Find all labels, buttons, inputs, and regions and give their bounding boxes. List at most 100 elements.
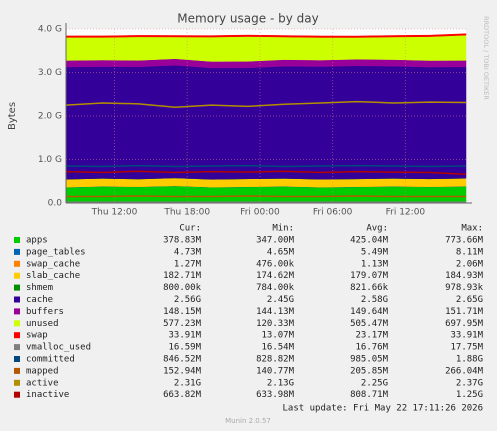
legend-stat: 174.62M <box>256 271 295 281</box>
area <box>65 33 467 38</box>
legend-stat: 821.66k <box>350 283 389 293</box>
legend-label: mapped <box>26 366 59 376</box>
legend-stat: 2.25G <box>361 378 388 388</box>
legend-stat: 1.25G <box>456 390 483 400</box>
legend-swatch <box>14 296 20 303</box>
legend-swatch <box>14 332 20 339</box>
legend-header: Max: <box>461 224 483 234</box>
legend-stat: 1.13M <box>361 259 389 269</box>
legend-label: swap <box>26 331 48 341</box>
chart-title: Memory usage - by day <box>177 12 318 26</box>
line <box>65 100 467 109</box>
legend-stat: 2.56G <box>174 295 201 305</box>
legend-stat: 663.82M <box>163 390 202 400</box>
footer: Munin 2.0.57 <box>225 417 271 425</box>
area <box>65 64 467 180</box>
legend-stat: 120.33M <box>256 319 295 329</box>
legend-stat: 2.37G <box>456 378 483 388</box>
x-tick-label: Fri 00:00 <box>240 208 280 218</box>
legend-stat: 148.15M <box>163 307 202 317</box>
legend-stat: 33.91M <box>450 331 483 341</box>
legend-swatch <box>14 237 20 243</box>
legend-label: swap_cache <box>26 259 80 269</box>
last-update: Last update: Fri May 22 17:11:26 2026 <box>283 404 483 414</box>
legend-stat: 16.76M <box>355 343 388 353</box>
legend-stat: 184.93M <box>445 271 484 281</box>
legend-stat: 828.82M <box>256 355 295 365</box>
legend-label: inactive <box>26 390 69 400</box>
legend-stat: 505.47M <box>350 319 389 329</box>
legend-stat: 2.45G <box>267 295 294 305</box>
legend-swatch <box>14 308 20 315</box>
legend-stat: 4.73M <box>174 247 202 257</box>
legend-swatch <box>14 260 20 267</box>
legend-swatch <box>14 272 20 279</box>
legend-stat: 347.00M <box>256 236 295 246</box>
legend-stat: 205.85M <box>350 366 389 376</box>
legend-stat: 378.83M <box>163 236 202 246</box>
legend-stat: 182.71M <box>163 271 202 281</box>
legend-label: unused <box>26 319 59 329</box>
legend-stat: 2.31G <box>174 378 201 388</box>
legend-stat: 633.98M <box>256 390 295 400</box>
legend-swatch <box>14 391 20 398</box>
legend-stat: 8.11M <box>456 247 484 257</box>
legend-stat: 17.75M <box>450 343 483 353</box>
y-tick-label: 3.0 G <box>38 68 62 78</box>
legend-stat: 23.17M <box>355 331 388 341</box>
legend-stat: 152.94M <box>163 366 202 376</box>
legend-stat: 1.27M <box>174 259 202 269</box>
x-tick-label: Fri 06:00 <box>313 208 353 218</box>
legend-swatch <box>14 379 20 386</box>
area <box>65 185 467 204</box>
y-tick-label: 2.0 G <box>38 112 62 122</box>
legend-stat: 13.07M <box>261 331 294 341</box>
legend-stat: 149.64M <box>350 307 389 317</box>
legend-label: committed <box>26 355 75 365</box>
legend-swatch <box>14 367 20 374</box>
legend-swatch <box>14 248 20 255</box>
legend-label: page_tables <box>26 247 86 257</box>
line <box>65 164 467 168</box>
legend-stat: 846.52M <box>163 355 202 365</box>
legend-stat: 697.95M <box>445 319 484 329</box>
legend-swatch <box>14 284 20 291</box>
y-tick-label: 4.0 G <box>38 25 62 35</box>
legend-label: shmem <box>26 283 53 293</box>
legend-stat: 151.71M <box>445 307 484 317</box>
legend-stat: 2.13G <box>267 378 294 388</box>
legend-header: Min: <box>272 224 294 234</box>
legend-stat: 808.71M <box>350 390 389 400</box>
legend-stat: 476.00k <box>256 259 295 269</box>
legend-label: cache <box>26 295 53 305</box>
legend-stat: 16.54M <box>261 343 294 353</box>
area <box>65 177 467 188</box>
legend-stat: 1.88G <box>456 355 483 365</box>
legend-label: buffers <box>26 307 64 317</box>
legend-stat: 144.13M <box>256 307 295 317</box>
legend-stat: 266.04M <box>445 366 484 376</box>
legend-stat: 179.07M <box>350 271 389 281</box>
legend-header: Avg: <box>366 224 388 234</box>
legend-stat: 5.49M <box>361 247 389 257</box>
legend-header: Cur: <box>179 224 201 234</box>
legend-stat: 773.66M <box>445 236 484 246</box>
legend-label: vmalloc_used <box>26 343 91 353</box>
legend-stat: 16.59M <box>168 343 201 353</box>
legend-stat: 140.77M <box>256 366 295 376</box>
legend-stat: 985.05M <box>350 355 389 365</box>
x-tick-label: Fri 12:00 <box>386 208 426 218</box>
legend-stat: 2.58G <box>361 295 388 305</box>
line <box>65 170 467 176</box>
legend-stat: 978.93k <box>445 283 484 293</box>
x-tick-label: Thu 18:00 <box>163 208 210 218</box>
legend-stat: 784.00k <box>256 283 295 293</box>
legend-stat: 2.06M <box>456 259 484 269</box>
side-text: RRDTOOL / TOBI OETIKER <box>482 16 490 100</box>
legend-stat: 577.23M <box>163 319 202 329</box>
y-axis-label: Bytes <box>7 102 18 130</box>
x-tick-label: Thu 12:00 <box>91 208 138 218</box>
legend-stat: 4.65M <box>267 247 295 257</box>
